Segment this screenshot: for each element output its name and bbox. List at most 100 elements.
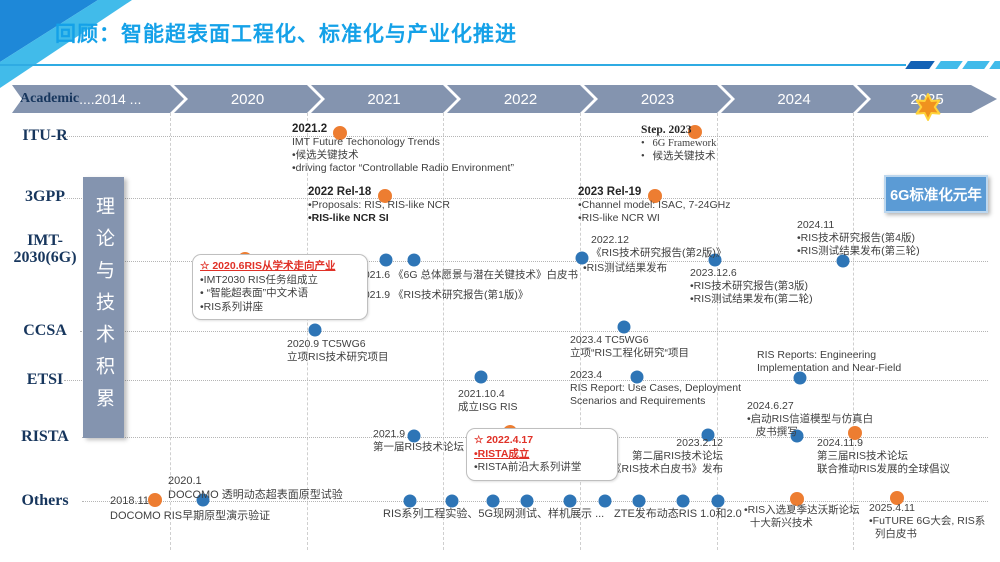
event-note-line: 第三届RIS技术论坛 <box>817 450 909 462</box>
event-callout: ☆ 2020.6RIS从学术走向产业 •IMT2030 RIS任务组成立 • “智能… <box>192 254 368 320</box>
event-note: 2021.9 第一届RIS技术论坛 <box>373 428 464 454</box>
event-note: 2023.2.12 第二届RIS技术论坛 《RIS技术白皮书》发布 <box>600 437 723 476</box>
row-line-others <box>82 501 988 502</box>
row-label-itu-r: ITU-R <box>22 127 68 144</box>
event-note: 2021.6 《6G 总体愿景与潜在关键技术》白皮书 2021.9 《RIS技术研… <box>358 265 578 305</box>
event-dot <box>474 370 488 384</box>
event-note-line: 2022 Rel-18 <box>308 186 372 198</box>
event-note-line: 十大新兴技术 <box>744 517 813 529</box>
timeline-segment: 2021 <box>311 85 457 113</box>
event-note-line: •RIS入选夏季达沃斯论坛 <box>744 504 860 516</box>
event-dot <box>520 494 534 508</box>
event-callout-line: • “智能超表面”中文术语 <box>200 287 309 299</box>
event-note: RIS系列工程实验、5G现网测试、样机展示 ... <box>383 508 604 521</box>
event-dot <box>890 491 904 505</box>
event-note-line: •候选关键技术 <box>292 149 359 161</box>
event-note-line: •RIS技术研究报告(第3版) <box>690 280 809 292</box>
event-dot <box>676 494 690 508</box>
timeline-year-label: 2023 <box>640 90 675 108</box>
event-callout-line: •RISTA成立 <box>474 447 530 460</box>
event-callout: ☆ 2022.4.17 •RISTA成立 •RISTA前沿大系列讲堂 <box>466 428 618 481</box>
event-dot <box>711 494 725 508</box>
theory-accumulation-label: 理论与技术积累 <box>93 195 114 420</box>
event-note-line: 2025.4.11 <box>869 502 915 514</box>
event-callout-line: ☆ 2020.6RIS从学术走向产业 <box>200 260 336 272</box>
event-note-line: 第二届RIS技术论坛 <box>631 450 723 462</box>
timeline-segment: 2024 <box>721 85 867 113</box>
6g-standardization-badge: 6G标准化元年 <box>884 175 988 213</box>
event-note: 2021.10.4 成立ISG RIS <box>458 388 518 414</box>
event-note-line: 2021.6 《6G 总体愿景与潜在关键技术》白皮书 <box>358 269 578 281</box>
event-note-line: DOCOMO RIS早期原型演示验证 <box>110 510 271 522</box>
event-note-line: •Proposals: RIS, RIS-like NCR <box>308 199 450 211</box>
event-dot <box>836 254 850 268</box>
event-note-line: IMT Future Techonology Trends <box>292 136 440 148</box>
row-label-etsi: ETSI <box>26 371 64 388</box>
event-dot <box>632 494 646 508</box>
event-note-line: 2023 Rel-19 <box>578 186 642 198</box>
row-label-rista: RISTA <box>21 428 69 445</box>
timeline-academic-label: Academic <box>20 91 80 106</box>
event-note: 2018.11 DOCOMO RIS早期原型演示验证 <box>110 494 270 524</box>
timeline-year-label: ....2014 ... <box>79 91 142 107</box>
row-line-etsi <box>64 380 988 381</box>
event-note-line: 2022.12 <box>591 234 629 246</box>
event-callout-line: •IMT2030 RIS任务组成立 <box>200 273 319 286</box>
event-note-line: 2021.10.4 <box>458 388 505 400</box>
event-note: 2023.4 RIS Report: Use Cases, Deployment S… <box>570 369 741 408</box>
event-note: Step. 2023 • 6G Framework • 候选关键技术 <box>641 124 716 163</box>
event-note: 2023 Rel-19 •Channel model: ISAC, 7-24GHz… <box>578 186 731 225</box>
event-dot <box>598 494 612 508</box>
event-note: 2024.6.27 •启动RIS信道模型与仿真白 皮书撰写 <box>747 400 873 439</box>
event-note-line: 皮书撰写 <box>747 426 798 438</box>
event-dot <box>148 493 162 507</box>
event-note-line: •RIS测试结果发布(第二轮) <box>690 293 813 305</box>
event-dot <box>379 253 393 267</box>
event-note: 2024.11.9 第三届RIS技术论坛 联合推动RIS发展的全球倡议 <box>817 437 950 476</box>
event-note-line: •RIS-like NCR SI <box>308 212 389 224</box>
event-note-line: Step. 2023 <box>641 124 692 136</box>
event-dot <box>486 494 500 508</box>
row-line-itu-r <box>64 136 988 137</box>
timeline-year-label: 2021 <box>367 90 401 108</box>
event-note: 2024.11 •RIS技术研究报告(第4版) •RIS测试结果发布(第三轮) <box>797 219 920 258</box>
header-dash-light <box>962 61 990 69</box>
star-icon <box>914 93 942 121</box>
event-callout-line: •RISTA前沿大系列讲堂 <box>474 461 582 473</box>
event-note: 2021.2 IMT Future Techonology Trends •候选关键… <box>292 123 514 175</box>
event-dot <box>407 253 421 267</box>
row-label-ccsa: CCSA <box>23 322 67 339</box>
event-dot <box>403 494 417 508</box>
event-note-line: DOCOMO 透明动态超表面原型试验 <box>168 489 343 501</box>
event-dot <box>793 371 807 385</box>
event-note-line: 成立ISG RIS <box>458 401 518 413</box>
event-note-line: 2021.2 <box>292 123 328 135</box>
row-label-imt-2030-6g: IMT- 2030(6G) <box>13 232 77 266</box>
page-title: 回顾：智能超表面工程化、标准化与产业化推进 <box>55 23 517 46</box>
event-note: RIS Reports: Engineering Implementation a… <box>757 349 901 375</box>
event-note: 2022.12 《RIS技术研究报告(第2版)》 <box>591 234 726 260</box>
timeline-year-label: 2024 <box>777 90 811 108</box>
event-note-line: •RIS测试结果发布 <box>583 262 668 274</box>
timeline-segment: 2020 <box>174 85 321 113</box>
event-note-line: 2020.1 <box>168 475 202 487</box>
event-note-line: RIS Report: Use Cases, Deployment <box>570 382 741 394</box>
event-dot <box>701 428 715 442</box>
event-dot <box>630 370 644 384</box>
event-note-line: •RIS测试结果发布(第三轮) <box>797 245 920 257</box>
event-note-line: 2023.2.12 <box>676 437 723 449</box>
event-note-line: 《RIS技术白皮书》发布 <box>610 463 723 475</box>
event-note-line: • 候选关键技术 <box>641 151 716 162</box>
row-line-3gpp <box>64 198 988 199</box>
event-note-line: •RIS-like NCR WI <box>578 212 660 224</box>
event-note-line: 《RIS技术研究报告(第2版)》 <box>591 247 727 259</box>
timeline-year-label: 2020 <box>230 90 265 108</box>
event-note: 2022 Rel-18 •Proposals: RIS, RIS-like NCR… <box>308 186 450 225</box>
event-dot <box>563 494 577 508</box>
event-callout-line: ☆ 2022.4.17 <box>474 434 534 446</box>
event-dot <box>308 323 322 337</box>
event-note-line: •driving factor “Controllable Radio Envi… <box>292 162 514 174</box>
event-note-line: •启动RIS信道模型与仿真白 <box>747 413 874 425</box>
event-note-line: ZTE发布动态RIS 1.0和2.0 <box>614 508 742 520</box>
